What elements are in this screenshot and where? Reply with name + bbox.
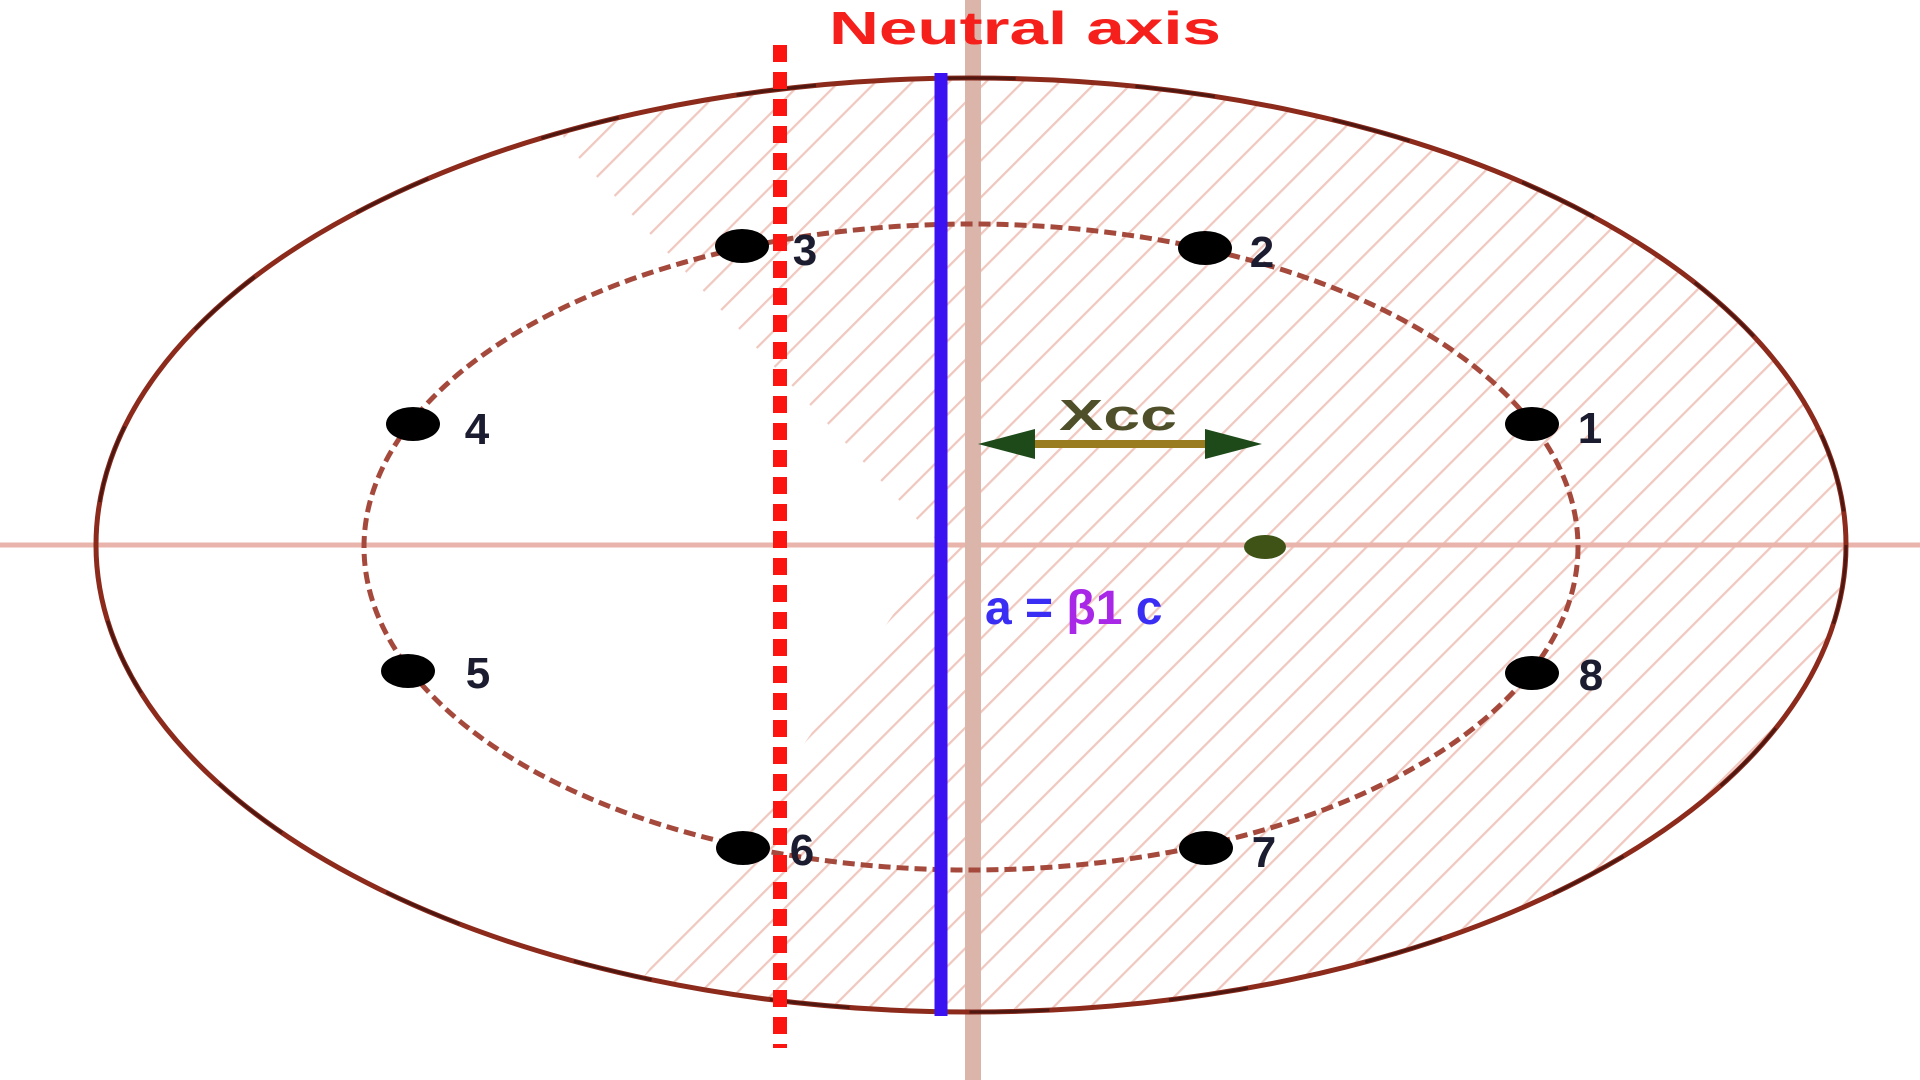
plastic-centroid-dot	[1244, 535, 1286, 559]
stress-block-formula: a = β1 c	[985, 582, 1162, 635]
rebar-dot-5	[381, 654, 435, 688]
stress-block-formula-beta: β1	[1066, 582, 1122, 635]
neutral-axis-label: Neutral axis	[829, 2, 1221, 54]
section-outline-shading	[94, 76, 1848, 1014]
rebar-dots	[381, 229, 1559, 865]
rebar-dot-7	[1179, 831, 1233, 865]
rebar-dot-8	[1505, 656, 1559, 690]
hatch-right-of-stress-block	[941, 78, 1846, 1012]
rebar-dot-1	[1505, 407, 1559, 441]
rebar-label-1: 1	[1578, 404, 1602, 453]
rebar-dot-3	[715, 229, 769, 263]
xcc-label: Xcc	[1059, 391, 1177, 440]
hatch-upper-wedge	[540, 78, 941, 545]
rebar-label-3: 3	[793, 226, 817, 275]
xcc-arrow-head-left	[978, 429, 1035, 459]
compression-hatch-region	[540, 78, 1846, 1012]
rebar-label-5: 5	[466, 649, 490, 698]
rebar-label-7: 7	[1252, 828, 1276, 877]
xcc-arrow	[978, 429, 1262, 459]
rebar-label-8: 8	[1579, 651, 1603, 700]
rebar-label-6: 6	[790, 826, 814, 875]
xcc-arrow-head-right	[1205, 429, 1262, 459]
hatch-lower-wedge	[600, 545, 941, 1012]
rebar-dot-6	[716, 831, 770, 865]
rebar-labels: 1 2 3 4 5 6 7 8	[465, 226, 1603, 877]
stress-block-formula-prefix: a =	[985, 582, 1066, 635]
rebar-dot-2	[1178, 231, 1232, 265]
rebar-dot-4	[386, 407, 440, 441]
stress-block-formula-suffix: c	[1122, 582, 1162, 635]
rebar-label-4: 4	[465, 405, 490, 454]
rebar-circle	[361, 221, 1581, 873]
rebar-label-2: 2	[1250, 228, 1274, 277]
